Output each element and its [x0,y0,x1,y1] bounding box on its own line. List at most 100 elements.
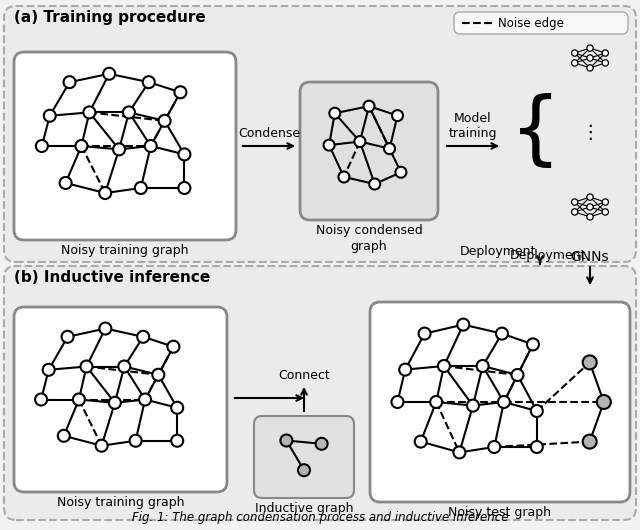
Circle shape [572,60,578,66]
Circle shape [511,369,524,381]
Circle shape [143,76,155,88]
FancyBboxPatch shape [300,82,438,220]
Circle shape [123,107,135,118]
Circle shape [572,199,578,205]
Circle shape [477,360,488,372]
Circle shape [430,396,442,408]
FancyBboxPatch shape [370,302,630,502]
Circle shape [113,143,125,155]
FancyBboxPatch shape [4,6,636,262]
Circle shape [137,331,149,343]
Circle shape [572,50,578,56]
Circle shape [587,204,593,210]
Text: GNNs: GNNs [571,250,609,264]
Text: Condense: Condense [238,127,300,140]
Circle shape [531,405,543,417]
Circle shape [355,136,365,147]
Circle shape [81,360,93,373]
Text: Noisy training graph: Noisy training graph [61,244,189,257]
Circle shape [316,438,328,450]
Circle shape [43,364,54,376]
Text: Noisy training graph: Noisy training graph [57,496,184,509]
Circle shape [415,436,427,448]
Circle shape [399,364,412,376]
Circle shape [135,182,147,194]
Circle shape [587,194,593,200]
Circle shape [587,55,593,61]
Circle shape [76,140,88,152]
Text: Model
training: Model training [449,112,497,140]
Circle shape [392,110,403,121]
Circle shape [602,199,609,205]
Text: Deployment: Deployment [509,249,586,262]
Text: Fig. 1: The graph condensation process and inductive inference: Fig. 1: The graph condensation process a… [132,511,508,524]
Circle shape [103,68,115,80]
Text: Noisy test graph: Noisy test graph [449,506,552,519]
Circle shape [527,338,539,350]
Circle shape [61,331,74,343]
Circle shape [99,323,111,334]
Circle shape [364,101,374,112]
Circle shape [179,182,191,194]
Circle shape [35,393,47,405]
Circle shape [152,369,164,381]
Circle shape [63,76,76,88]
Circle shape [280,435,292,446]
Circle shape [172,402,183,414]
Circle shape [392,396,403,408]
Circle shape [488,441,500,453]
Circle shape [396,167,406,178]
Circle shape [496,328,508,340]
Circle shape [139,393,151,405]
FancyBboxPatch shape [14,52,236,240]
Circle shape [324,139,335,151]
Circle shape [44,110,56,122]
Circle shape [457,319,469,331]
Text: ⋮: ⋮ [580,123,600,142]
Circle shape [453,446,465,458]
FancyBboxPatch shape [454,12,628,34]
Circle shape [419,328,431,340]
Circle shape [582,356,596,369]
Circle shape [582,435,596,448]
Circle shape [179,148,191,161]
FancyBboxPatch shape [14,307,227,492]
Text: Inductive graph: Inductive graph [255,502,353,515]
Circle shape [109,397,121,409]
Circle shape [83,107,95,118]
Circle shape [58,430,70,442]
Circle shape [339,172,349,182]
Circle shape [498,396,510,408]
Text: {: { [510,93,561,172]
Circle shape [172,435,183,447]
Circle shape [438,360,450,372]
Circle shape [36,140,48,152]
Circle shape [130,435,141,447]
Circle shape [587,214,593,220]
Circle shape [145,140,157,152]
Circle shape [95,440,108,452]
Circle shape [531,441,543,453]
Circle shape [298,464,310,476]
Text: (b) Inductive inference: (b) Inductive inference [14,270,211,285]
Circle shape [587,45,593,51]
FancyBboxPatch shape [4,266,636,520]
Circle shape [175,86,186,98]
Text: Deployment: Deployment [460,245,536,258]
Text: Noise edge: Noise edge [498,16,564,30]
Circle shape [168,341,179,352]
Circle shape [73,393,85,405]
Text: (a) Training procedure: (a) Training procedure [14,10,205,25]
Text: Connect: Connect [278,369,330,382]
Circle shape [384,143,395,154]
Circle shape [159,115,171,127]
Circle shape [602,50,609,56]
Circle shape [99,187,111,199]
Circle shape [118,360,131,373]
Circle shape [597,395,611,409]
Circle shape [602,209,609,215]
Circle shape [587,65,593,71]
Circle shape [60,177,72,189]
Circle shape [602,60,609,66]
Text: Noisy condensed
graph: Noisy condensed graph [316,224,422,253]
